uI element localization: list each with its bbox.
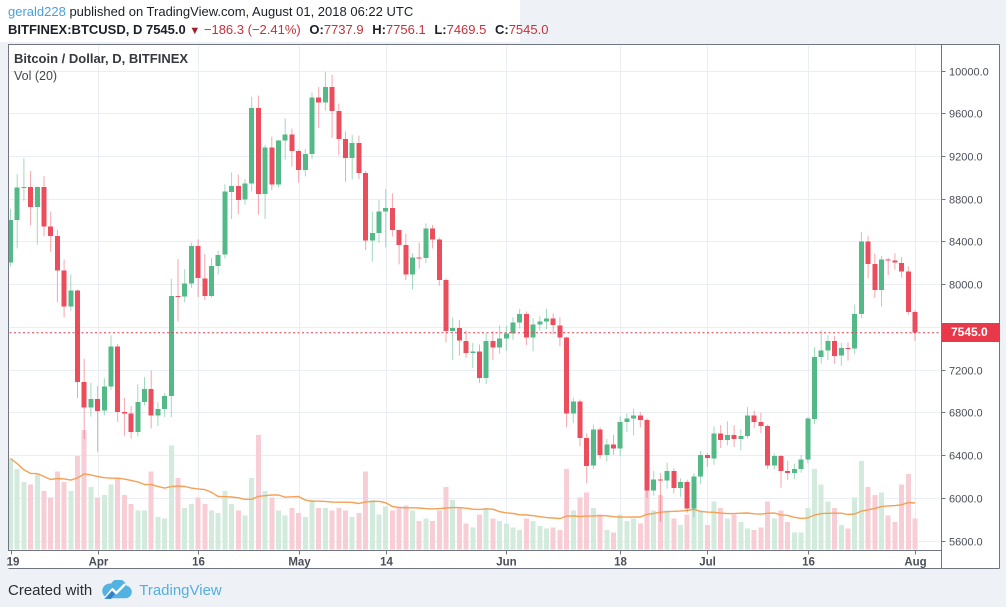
open-value: 7737.9 [323,22,364,37]
svg-text:16: 16 [192,557,205,569]
volume-ma-line [10,457,916,520]
svg-text:10000.0: 10000.0 [949,67,989,79]
high-value: 7756.1 [385,22,426,37]
volume-series [8,429,918,550]
svg-text:9200.0: 9200.0 [949,152,983,164]
low-label: L: [434,22,447,37]
symbol-name[interactable]: BITFINEX:BTCUSD, D [8,22,143,37]
svg-text:Jul: Jul [699,557,716,569]
time-axis[interactable]: 19 Apr 16 May 14 Jun 18 Jul 16 Aug [7,550,927,569]
down-triangle-icon: ▼ [189,25,201,37]
svg-text:8800.0: 8800.0 [949,195,983,207]
chart-borders [8,44,1000,569]
svg-text:9600.0: 9600.0 [949,109,983,121]
svg-text:8000.0: 8000.0 [949,280,983,292]
last-price-value: 7545.0 [145,22,186,37]
tradingview-logo-icon[interactable] [102,580,132,600]
candlestick-series [8,71,918,522]
svg-text:18: 18 [614,557,627,569]
open-label: O: [309,22,324,37]
close-value: 7545.0 [508,22,549,37]
svg-text:6800.0: 6800.0 [949,408,983,420]
svg-text:Jun: Jun [496,557,516,569]
svg-text:5600.0: 5600.0 [949,537,983,549]
tradingview-brand-link[interactable]: TradingView [139,581,222,599]
svg-text:6400.0: 6400.0 [949,451,983,463]
svg-text:8400.0: 8400.0 [949,237,983,249]
svg-text:Aug: Aug [904,557,926,569]
chart-background [8,44,1000,569]
svg-text:May: May [288,557,311,569]
price-change: −186.3 (−2.41%) [203,22,301,37]
snapshot-header: gerald228 published on TradingView.com, … [0,0,548,42]
high-label: H: [372,22,386,37]
footer: Created with TradingView [8,577,222,603]
svg-text:Apr: Apr [89,557,109,569]
low-value: 7469.5 [446,22,487,37]
published-text: published on TradingView.com, August 01,… [65,4,414,19]
close-label: C: [494,22,509,37]
svg-text:19: 19 [7,557,20,569]
username[interactable]: gerald228 [8,4,66,19]
last-price-badge[interactable]: 7545.0 [942,323,1000,342]
symbol-ohlc-line: BITFINEX:BTCUSD, D 7545.0 ▼ −186.3 (−2.4… [8,21,548,40]
svg-text:7200.0: 7200.0 [949,366,983,378]
created-with-text: Created with [8,581,93,599]
published-line: gerald228 published on TradingView.com, … [8,3,520,21]
svg-text:6000.0: 6000.0 [949,494,983,506]
svg-text:14: 14 [380,557,393,569]
svg-text:16: 16 [802,557,815,569]
